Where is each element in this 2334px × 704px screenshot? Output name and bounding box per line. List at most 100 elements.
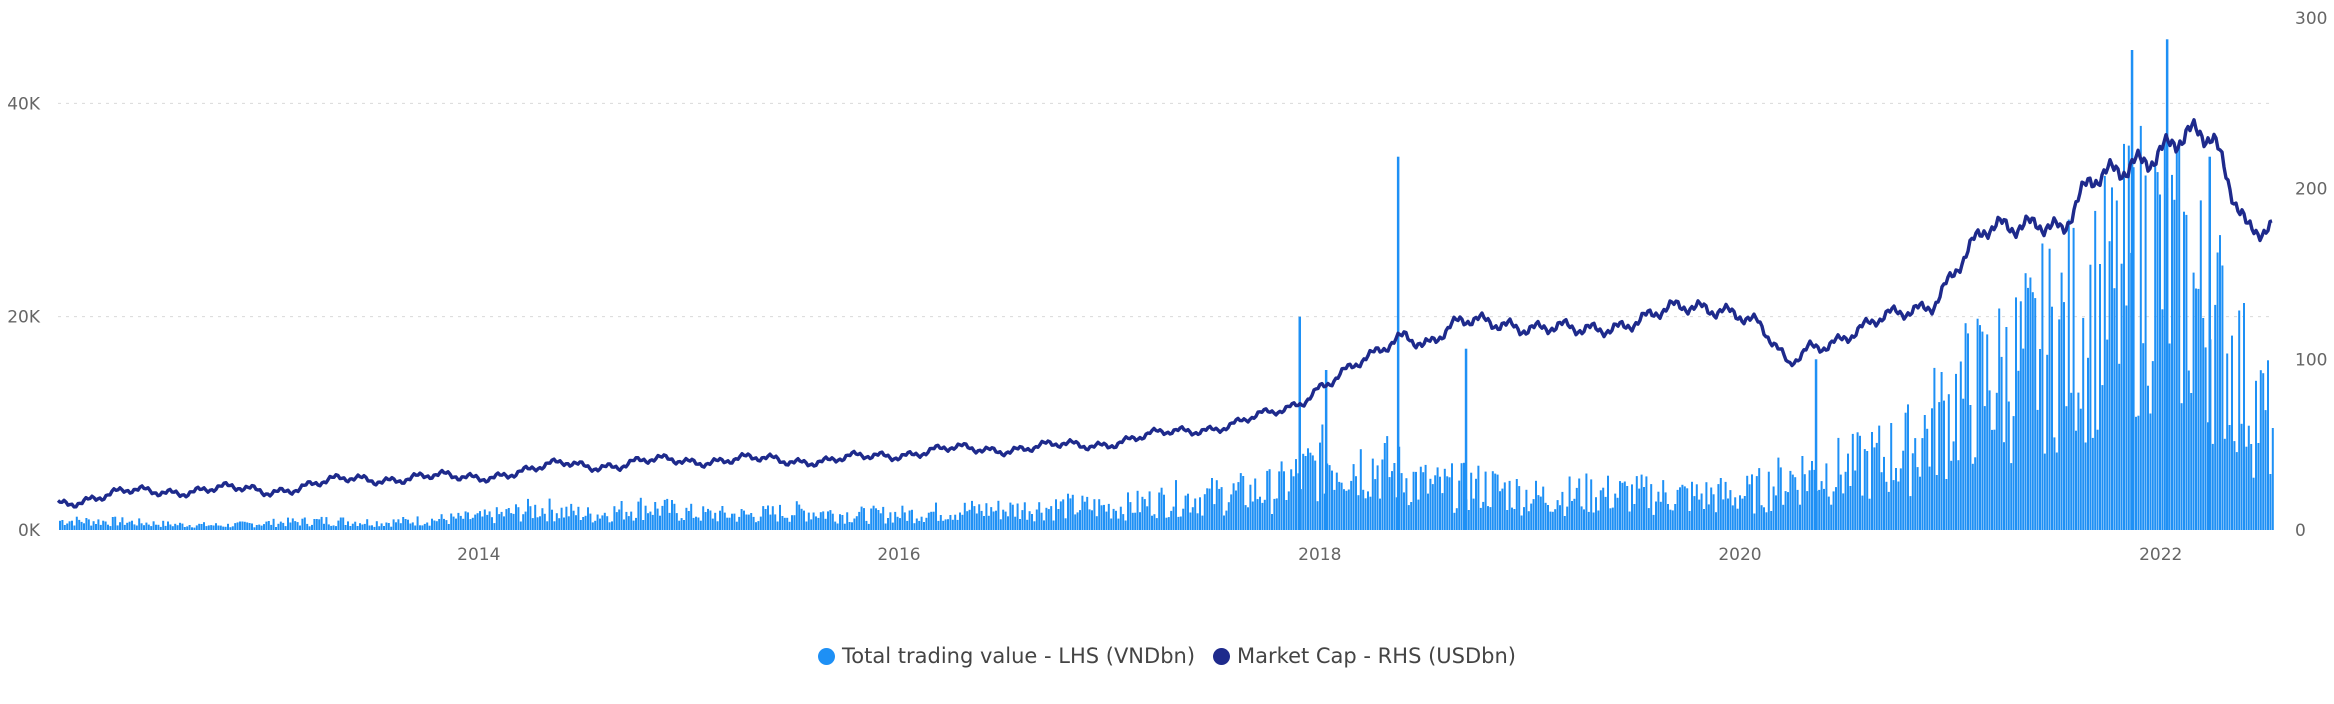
trading-value-bar: [169, 524, 172, 530]
trading-value-bar: [1475, 478, 1477, 530]
trading-value-bar: [251, 523, 253, 530]
trading-value-bar: [1208, 488, 1211, 530]
trading-value-bar: [267, 521, 270, 530]
trading-value-bar: [203, 522, 205, 530]
trading-value-bar: [762, 506, 765, 530]
trading-value-bar: [925, 517, 928, 530]
trading-value-bar: [191, 527, 193, 530]
trading-value-bar: [1239, 473, 1242, 530]
trading-value-bar: [1151, 515, 1153, 530]
trading-value-bar: [1513, 509, 1516, 530]
trading-value-bar: [1537, 495, 1540, 530]
trading-value-bar: [1064, 518, 1067, 530]
trading-value-bar: [824, 518, 827, 530]
trading-value-bar: [1621, 482, 1624, 530]
trading-value-bar: [757, 521, 760, 530]
trading-value-bar: [265, 521, 268, 530]
trading-value-bar: [695, 516, 697, 530]
trading-value-bar: [1751, 474, 1753, 530]
trading-value-bar: [1002, 509, 1005, 530]
trading-value-bar: [464, 511, 467, 530]
trading-value-bar: [1467, 510, 1470, 530]
trading-value-bar: [577, 506, 580, 530]
trading-value-bar: [839, 514, 841, 530]
trading-value-bar: [877, 510, 880, 530]
trading-value-bar: [721, 506, 724, 530]
trading-value-bar: [579, 520, 582, 530]
trading-value-bar: [1633, 504, 1636, 530]
trading-value-bar: [1523, 507, 1525, 530]
trading-value-bar: [428, 525, 431, 530]
trading-value-bar: [104, 521, 107, 530]
trading-value-bar: [507, 508, 510, 530]
trading-value-bar: [359, 523, 361, 530]
trading-value-bar: [1883, 456, 1885, 530]
trading-value-bar: [1580, 506, 1583, 530]
trading-value-bar: [366, 519, 369, 530]
trading-value-bar: [107, 524, 109, 530]
trading-value-bar: [2089, 264, 2092, 530]
y-right-tick-label: 0: [2295, 521, 2306, 541]
legend-marker-trading-value: [818, 647, 836, 665]
trading-value-bar: [2103, 175, 2106, 530]
trading-value-bar: [2087, 357, 2089, 530]
trading-value-bar: [560, 507, 563, 530]
trading-value-bar: [1957, 460, 1960, 530]
trading-value-bar: [1422, 472, 1425, 530]
trading-value-bar: [639, 497, 642, 530]
trading-value-bar: [2075, 430, 2077, 530]
trading-value-bar: [2118, 363, 2121, 530]
trading-value-bar: [949, 515, 952, 530]
legend-item-market-cap[interactable]: Market Cap - RHS (USDbn): [1213, 644, 1516, 668]
trading-value-bar: [1746, 475, 1749, 530]
trading-value-bar: [2144, 175, 2147, 530]
trading-value-bar: [1182, 508, 1185, 530]
trading-value-bar: [524, 511, 527, 530]
trading-value-bar: [659, 515, 661, 530]
trading-value-bar: [426, 522, 429, 530]
trading-value-bar: [587, 507, 589, 530]
trading-value-bar: [255, 525, 258, 530]
trading-value-bar: [1851, 433, 1854, 530]
trading-value-bar: [1295, 459, 1297, 530]
trading-value-bar: [707, 508, 709, 530]
trading-value-bar: [1335, 472, 1338, 530]
trading-value-bar: [2007, 401, 2010, 530]
trading-value-bar: [1650, 484, 1653, 530]
trading-value-bar: [109, 526, 112, 530]
trading-value-bar: [1527, 511, 1530, 530]
trading-value-bar: [594, 520, 597, 530]
trading-value-bar: [1979, 325, 1981, 530]
trading-value-bar: [1095, 516, 1098, 530]
trading-value-bar: [1434, 475, 1437, 530]
trading-value-bar: [1681, 484, 1684, 530]
trading-value-bar: [167, 521, 169, 530]
trading-value-bar: [1501, 488, 1504, 530]
trading-value-bar: [411, 522, 414, 530]
trading-value-bar: [1134, 512, 1137, 530]
trading-value-bar: [1854, 470, 1857, 530]
trading-value-bar: [1532, 499, 1535, 530]
trading-value-bar: [320, 516, 323, 530]
trading-value-bar: [745, 514, 748, 530]
trading-value-bar: [433, 520, 436, 530]
trading-value-bar: [599, 518, 601, 530]
trading-value-bar: [1196, 513, 1199, 530]
trading-value-bar: [735, 521, 738, 530]
trading-value-bar: [1837, 437, 1840, 530]
trading-value-bar: [2017, 370, 2020, 530]
trading-value-bar: [555, 513, 558, 530]
trading-value-bar: [1933, 367, 1936, 530]
trading-value-bar: [1827, 496, 1830, 530]
trading-value-bar: [1023, 502, 1026, 530]
trading-value-bar: [171, 526, 174, 530]
trading-value-bar: [450, 513, 453, 530]
trading-value-bar: [2096, 429, 2099, 530]
trading-value-bar: [1926, 428, 1929, 530]
trading-value-bar: [471, 517, 474, 530]
trading-value-bar: [2257, 443, 2260, 530]
legend-item-trading-value[interactable]: Total trading value - LHS (VNDbn): [818, 644, 1195, 668]
trading-value-bar: [2000, 356, 2003, 530]
trading-value-bar: [1290, 469, 1293, 530]
trading-value-bar: [445, 520, 448, 530]
